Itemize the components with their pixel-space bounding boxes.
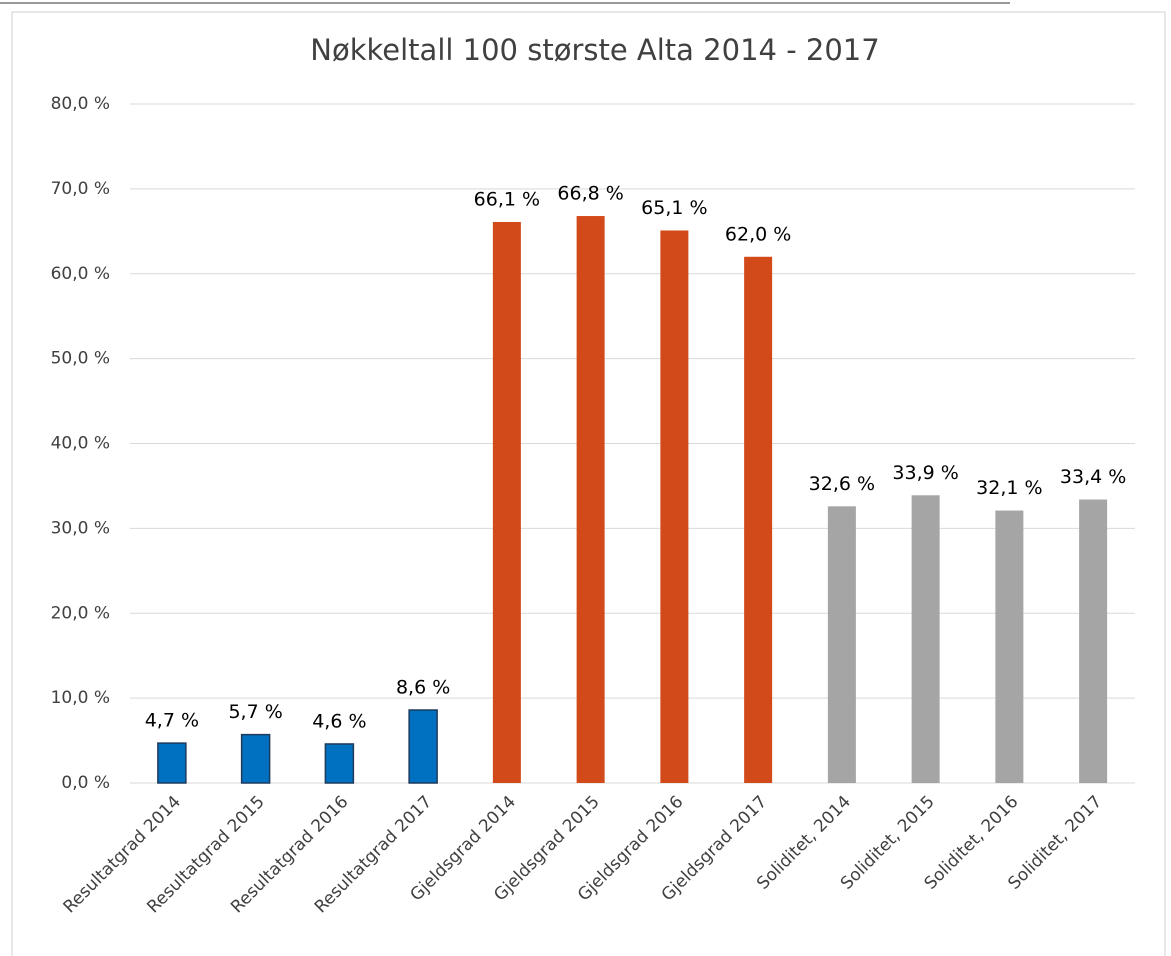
y-tick-label: 20,0 % (51, 603, 110, 623)
y-tick-label: 50,0 % (51, 349, 110, 369)
value-label: 4,6 % (312, 710, 366, 732)
value-label: 32,6 % (809, 473, 875, 495)
y-tick-label: 30,0 % (51, 518, 110, 538)
bar (911, 495, 940, 783)
bar (995, 510, 1024, 783)
value-label: 65,1 % (641, 197, 707, 219)
y-tick-label: 10,0 % (51, 688, 110, 708)
bar (660, 230, 689, 783)
value-label: 4,7 % (145, 710, 199, 732)
bar (576, 216, 605, 783)
value-label: 62,0 % (725, 223, 791, 245)
y-tick-label: 40,0 % (51, 434, 110, 454)
bar (1079, 499, 1108, 783)
value-label: 5,7 % (228, 701, 282, 723)
value-label: 8,6 % (396, 677, 450, 699)
bar (240, 733, 271, 784)
bar (324, 743, 355, 784)
value-label: 66,1 % (474, 188, 540, 210)
bar (827, 506, 856, 783)
value-label: 66,8 % (557, 183, 623, 205)
bar (408, 709, 438, 784)
y-tick-label: 70,0 % (51, 179, 110, 199)
bar (157, 742, 187, 784)
y-tick-label: 0,0 % (61, 773, 110, 793)
y-tick-label: 80,0 % (51, 94, 110, 114)
bar (744, 256, 773, 783)
chart-title: Nøkkeltall 100 største Alta 2014 - 2017 (310, 33, 879, 67)
value-label: 32,1 % (976, 477, 1042, 499)
bar (492, 221, 521, 783)
value-label: 33,4 % (1060, 466, 1126, 488)
y-tick-label: 60,0 % (51, 264, 110, 284)
value-label: 33,9 % (892, 462, 958, 484)
